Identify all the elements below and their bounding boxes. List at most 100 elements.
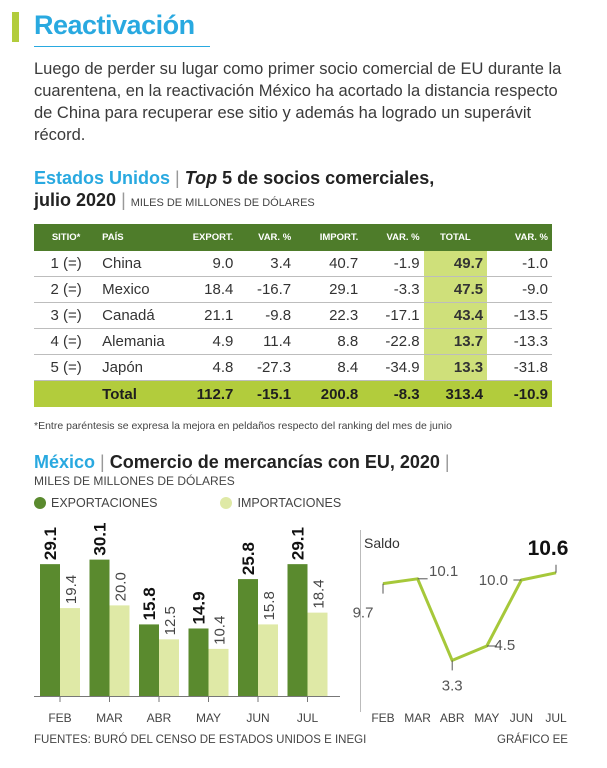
bar-import-label: 20.0 <box>113 572 130 601</box>
total-cell-var_imp: -8.3 <box>362 380 424 407</box>
table-country: Estados Unidos <box>34 168 171 188</box>
col-header-var-total: VAR. % <box>487 224 552 251</box>
table-title-italic: Top <box>184 168 218 188</box>
bar-export-label: 15.8 <box>140 587 159 620</box>
bar-import <box>159 639 179 696</box>
table-cell-total: 49.7 <box>423 251 488 277</box>
table-cell-import: 22.3 <box>295 302 363 329</box>
bar-import <box>258 624 278 696</box>
table-total-row: Total 112.7 -15.1 200.8 -8.3 313.4 -10.9 <box>34 380 552 407</box>
table-cell-pais: Japón <box>98 354 177 381</box>
bar-x-tick-label: ABR <box>147 711 172 725</box>
saldo-point-label: 4.5 <box>494 637 515 654</box>
table-cell-var_exp: 11.4 <box>237 328 296 355</box>
bar-import-label: 19.4 <box>63 575 80 604</box>
table-cell-var_exp: -16.7 <box>237 276 296 303</box>
total-cell-import: 200.8 <box>295 380 363 407</box>
total-cell-var_tot: -10.9 <box>487 380 552 407</box>
table-cell-sitio: 5 (=) <box>34 354 99 381</box>
table-cell-var_tot: -9.0 <box>487 276 552 303</box>
table-cell-var_exp: 3.4 <box>237 251 296 277</box>
col-header-var-import: VAR. % <box>362 224 424 251</box>
separator: | <box>444 452 450 472</box>
table-title-line2: julio 2020 <box>34 190 117 210</box>
title-underline <box>34 46 210 47</box>
table-cell-pais: China <box>98 251 177 277</box>
bar-export <box>139 624 159 696</box>
saldo-x-tick-label: MAR <box>404 711 431 725</box>
table-cell-var_imp: -34.9 <box>362 354 424 381</box>
table-cell-sitio: 3 (=) <box>34 302 99 329</box>
table-cell-export: 9.0 <box>176 251 238 277</box>
table-cell-import: 29.1 <box>295 276 363 303</box>
saldo-title: Saldo <box>364 535 400 551</box>
bar-export-label: 14.9 <box>190 591 209 624</box>
chart-legend: EXPORTACIONES IMPORTACIONES <box>34 496 341 510</box>
table-cell-pais: Mexico <box>98 276 177 303</box>
intro-paragraph: Luego de perder su lugar como primer soc… <box>34 60 562 144</box>
separator: | <box>121 190 126 210</box>
table-body: 1 (=) China 9.0 3.4 40.7 -1.9 49.7 -1.0 2 (=) Mex… <box>34 251 552 407</box>
table-cell-total: 13.3 <box>423 354 488 381</box>
table-cell-var_tot: -13.5 <box>487 302 552 329</box>
bar-export <box>287 564 308 696</box>
total-cell-export: 112.7 <box>176 380 238 407</box>
saldo-point-label: 10.0 <box>479 572 508 589</box>
col-header-var-export: VAR. % <box>237 224 296 251</box>
table-cell-export: 21.1 <box>176 302 238 329</box>
table-row: 2 (=) Mexico 18.4 -16.7 29.1 -3.3 47.5 -9.0 <box>34 276 552 303</box>
total-cell-label: Total <box>98 380 177 407</box>
table-cell-var_imp: -1.9 <box>362 251 424 277</box>
chart-units: MILES DE MILLONES DE DÓLARES <box>34 474 235 488</box>
total-cell-empty <box>34 380 99 407</box>
table-title-rest: 5 de socios comerciales, <box>222 168 435 188</box>
bar-import-label: 15.8 <box>261 591 278 620</box>
table-cell-sitio: 1 (=) <box>34 251 99 277</box>
bar-export-label: 30.1 <box>91 523 110 556</box>
table-cell-var_tot: -31.8 <box>487 354 552 381</box>
table-cell-total: 47.5 <box>423 276 488 303</box>
bar-import <box>60 608 80 696</box>
bar-x-tick-label: FEB <box>48 711 71 725</box>
col-header-sitio: SITIO* <box>34 224 99 251</box>
saldo-point-label: 10.6 <box>528 537 569 560</box>
chart-country: México <box>34 452 96 472</box>
bar-import-label: 12.5 <box>162 606 179 635</box>
bar-x-tick-label: JUL <box>297 711 319 725</box>
bar-export <box>238 579 258 696</box>
bar-x-tick-label: MAY <box>196 711 221 725</box>
table-cell-var_exp: -9.8 <box>237 302 296 329</box>
bar-export-label: 25.8 <box>239 542 258 575</box>
bar-export <box>89 559 110 696</box>
bar-x-tick-label: JUN <box>246 711 269 725</box>
chart-section-heading: México | Comercio de mercancías con EU, … <box>34 452 450 472</box>
bar-import <box>109 605 130 696</box>
table-cell-total: 13.7 <box>423 328 488 355</box>
table-cell-sitio: 2 (=) <box>34 276 99 303</box>
footer-credit: GRÁFICO EE <box>497 734 568 746</box>
table-row: 1 (=) China 9.0 3.4 40.7 -1.9 49.7 -1.0 <box>34 251 552 277</box>
table-cell-var_exp: -27.3 <box>237 354 296 381</box>
bar-export <box>188 628 209 696</box>
saldo-x-tick-label: MAY <box>474 711 499 725</box>
saldo-point-label: 9.7 <box>353 605 374 622</box>
col-header-export: EXPORT. <box>176 224 238 251</box>
table-cell-import: 8.8 <box>295 328 363 355</box>
separator: | <box>175 168 180 188</box>
legend-exports-swatch <box>34 497 46 509</box>
saldo-line <box>382 571 557 662</box>
bar-export-label: 29.1 <box>41 527 60 560</box>
bar-import <box>208 648 229 696</box>
table-footnote: *Entre paréntesis se expresa la mejora e… <box>34 420 452 432</box>
table-row: 4 (=) Alemania 4.9 11.4 8.8 -22.8 13.7 -13.3 <box>34 328 552 355</box>
legend-exports-label: EXPORTACIONES <box>51 496 158 510</box>
table-row: 5 (=) Japón 4.8 -27.3 8.4 -34.9 13.3 -31.8 <box>34 354 552 381</box>
bar-x-tick-label: MAR <box>96 711 123 725</box>
saldo-point-label: 3.3 <box>442 677 463 694</box>
table-cell-var_tot: -13.3 <box>487 328 552 355</box>
saldo-x-tick-label: JUL <box>545 711 567 725</box>
table-row: 3 (=) Canadá 21.1 -9.8 22.3 -17.1 43.4 -13.5 <box>34 302 552 329</box>
table-cell-import: 40.7 <box>295 251 363 277</box>
saldo-x-tick-label: FEB <box>371 711 394 725</box>
